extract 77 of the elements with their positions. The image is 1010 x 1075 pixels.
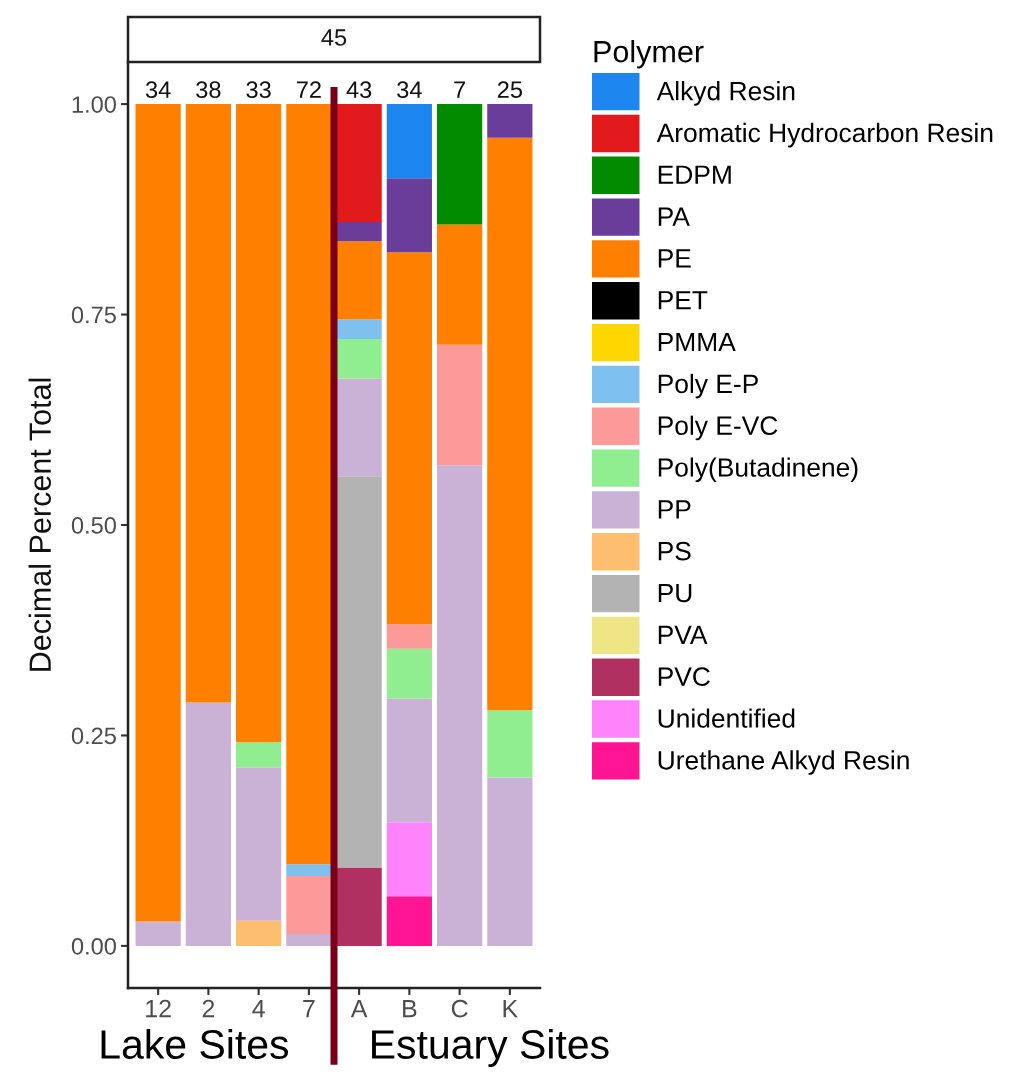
bar xyxy=(135,921,181,946)
x-tick-label: 7 xyxy=(303,1000,315,1018)
annotation: 25 xyxy=(497,81,522,99)
annotation: 33 xyxy=(246,81,271,99)
bar xyxy=(386,104,432,179)
bar xyxy=(286,876,332,935)
bar xyxy=(386,822,432,897)
x-tick-label: C xyxy=(451,999,468,1018)
bar xyxy=(236,742,282,768)
annotation: 38 xyxy=(196,81,221,99)
text: Lake Sites xyxy=(101,1028,289,1059)
bar xyxy=(236,104,282,743)
bar xyxy=(286,934,332,946)
legend-label: Poly E-P xyxy=(658,373,758,399)
legend-label: PVC xyxy=(658,667,710,686)
legend-label: PU xyxy=(658,583,692,603)
legend-label: PE xyxy=(658,249,691,268)
bar xyxy=(386,178,432,253)
y-tick-label: 1.00 xyxy=(72,96,116,113)
bar xyxy=(286,864,332,877)
legend-label: PS xyxy=(658,541,691,561)
bar xyxy=(386,624,432,649)
bar xyxy=(336,221,382,242)
y-tick-label: 0.75 xyxy=(71,306,116,324)
legend-label: EDPM xyxy=(658,165,731,184)
bar xyxy=(487,137,533,711)
bar xyxy=(437,344,483,466)
annotation: 72 xyxy=(296,81,321,98)
bar xyxy=(487,777,533,946)
y-tick-label: 0.25 xyxy=(71,727,116,745)
legend-label: PMMA xyxy=(658,332,736,352)
legend-label: Poly E-VC xyxy=(658,415,778,441)
bar xyxy=(487,710,533,778)
x-tick-label: A xyxy=(350,1000,368,1018)
bar xyxy=(437,224,483,345)
bar xyxy=(236,767,282,921)
bar xyxy=(386,648,432,699)
y-tick-label: 0.00 xyxy=(71,937,116,955)
y-axis-title: Decimal Percent Total xyxy=(28,378,52,671)
legend-label: Urethane Alkyd Resin xyxy=(658,750,909,775)
bar xyxy=(437,104,483,225)
bar xyxy=(336,241,382,320)
legend-label: Aromatic Hydrocarbon Resin xyxy=(656,122,993,148)
bar xyxy=(386,698,432,823)
bar xyxy=(336,867,382,946)
text: Estuary Sites xyxy=(372,1028,609,1068)
bar xyxy=(437,465,483,946)
x-tick-label: K xyxy=(503,1000,518,1018)
bar xyxy=(386,896,432,946)
legend-label: PA xyxy=(658,207,690,226)
bar xyxy=(135,104,181,922)
bar xyxy=(386,252,432,625)
x-tick-label: 4 xyxy=(252,1000,265,1018)
legend-label: PP xyxy=(658,500,691,519)
bar xyxy=(185,104,231,703)
annotation: 7 xyxy=(454,81,465,98)
bar xyxy=(185,702,231,946)
bar xyxy=(336,378,382,477)
legend-label: Alkyd Resin xyxy=(656,81,795,106)
x-tick-label: 12 xyxy=(146,999,171,1018)
bar xyxy=(336,319,382,339)
legend-title: Polymer xyxy=(594,40,704,69)
bar xyxy=(236,920,282,946)
bar xyxy=(336,338,382,379)
y-tick-label: 0.50 xyxy=(71,517,116,534)
annotation: 34 xyxy=(145,81,171,99)
legend-label: Poly(Butadinene) xyxy=(658,457,858,483)
legend-label: PET xyxy=(658,291,708,310)
bar xyxy=(336,104,382,222)
legend-label: PVA xyxy=(658,625,708,644)
annotation: 34 xyxy=(397,81,422,99)
bar xyxy=(487,104,533,138)
x-tick-label: 2 xyxy=(202,999,215,1018)
annotation: 43 xyxy=(346,81,372,99)
chart-title: 45 xyxy=(321,29,347,46)
x-tick-label: B xyxy=(403,1000,417,1018)
legend-label: Unidentified xyxy=(658,708,795,728)
